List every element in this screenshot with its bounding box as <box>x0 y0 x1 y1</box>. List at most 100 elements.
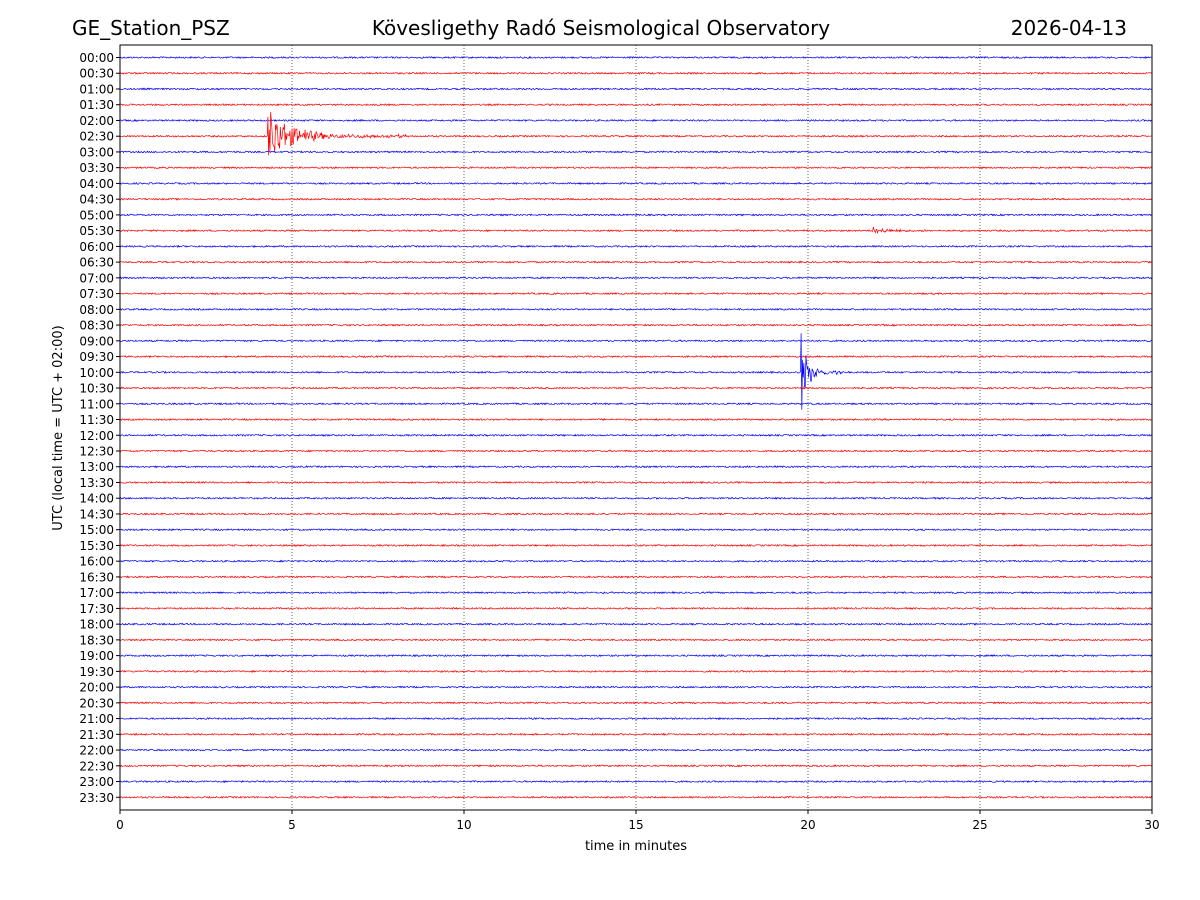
trace-0700 <box>119 276 1153 280</box>
trace-0730 <box>119 292 1153 296</box>
trace-1830 <box>119 638 1153 642</box>
trace-0800 <box>119 307 1153 311</box>
trace-0030 <box>119 71 1153 75</box>
x-axis-ticks: 0 5 10 15 20 25 30 <box>116 810 1160 832</box>
trace-2300 <box>119 779 1153 784</box>
trace-0130 <box>119 103 1153 107</box>
y-tick-label: 12:30 <box>79 445 114 459</box>
trace-0830 <box>119 323 1153 327</box>
y-tick-label: 13:00 <box>79 460 114 474</box>
y-tick-label: 04:30 <box>79 193 114 207</box>
trace-1430 <box>119 512 1153 516</box>
trace-1800 <box>119 622 1153 626</box>
trace-1700 <box>119 591 1153 595</box>
y-tick-label: 08:00 <box>79 303 114 317</box>
trace-0100 <box>119 87 1153 91</box>
trace-0430 <box>119 197 1153 201</box>
y-tick-label: 12:00 <box>79 429 114 443</box>
y-axis-label: UTC (local time = UTC + 02:00) <box>51 325 66 530</box>
trace-1200 <box>120 433 1153 437</box>
x-tick-label: 5 <box>288 818 296 832</box>
y-tick-label: 07:00 <box>79 271 114 285</box>
trace-0600 <box>119 244 1153 248</box>
y-tick-label: 20:30 <box>79 696 114 710</box>
trace-2030 <box>119 701 1153 705</box>
trace-1300 <box>119 465 1153 469</box>
trace-0330 <box>119 166 1153 170</box>
y-tick-label: 01:00 <box>79 82 114 96</box>
trace-0530 <box>119 226 1153 235</box>
trace-0000 <box>119 55 1153 60</box>
date-title: 2026-04-13 <box>1011 16 1127 40</box>
trace-1030 <box>119 386 1153 390</box>
y-tick-label: 23:30 <box>79 791 114 805</box>
y-tick-label: 17:00 <box>79 586 114 600</box>
y-tick-label: 00:00 <box>79 51 114 65</box>
y-tick-label: 22:00 <box>79 744 114 758</box>
trace-1930 <box>119 669 1153 673</box>
y-tick-label: 19:30 <box>79 665 114 679</box>
trace-1100 <box>119 402 1153 406</box>
seismic-traces <box>119 55 1153 799</box>
y-tick-label: 07:30 <box>79 287 114 301</box>
trace-1630 <box>119 575 1153 579</box>
trace-1230 <box>119 449 1153 453</box>
trace-2230 <box>119 764 1153 768</box>
trace-0200 <box>119 118 1153 123</box>
y-tick-label: 19:00 <box>79 649 114 663</box>
y-tick-label: 05:30 <box>79 224 114 238</box>
y-tick-label: 15:00 <box>79 523 114 537</box>
trace-1000 <box>119 333 1153 410</box>
y-tick-label: 05:00 <box>79 208 114 222</box>
y-tick-label: 11:00 <box>79 397 114 411</box>
y-tick-label: 14:00 <box>79 492 114 506</box>
plot-frame <box>119 44 1153 811</box>
y-tick-label: 22:30 <box>79 759 114 773</box>
trace-0930 <box>119 354 1153 359</box>
observatory-title: Kövesligethy Radó Seismological Observat… <box>372 16 830 40</box>
trace-1530 <box>119 543 1153 548</box>
trace-2200 <box>119 748 1153 752</box>
trace-1730 <box>119 606 1153 611</box>
trace-0400 <box>119 181 1153 186</box>
station-title: GE_Station_PSZ <box>72 16 230 40</box>
trace-1130 <box>119 417 1153 422</box>
y-tick-label: 16:00 <box>79 555 114 569</box>
trace-2330 <box>119 795 1153 799</box>
y-tick-label: 18:30 <box>79 633 114 647</box>
y-tick-label: 10:30 <box>79 382 114 396</box>
y-tick-label: 15:30 <box>79 539 114 553</box>
x-tick-label: 20 <box>800 818 815 832</box>
trace-0230 <box>119 111 1153 156</box>
x-tick-label: 30 <box>1144 818 1159 832</box>
y-tick-label: 23:00 <box>79 775 114 789</box>
y-tick-label: 03:30 <box>79 161 114 175</box>
y-tick-label: 04:00 <box>79 177 114 191</box>
y-tick-label: 06:30 <box>79 256 114 270</box>
trace-0630 <box>119 260 1153 264</box>
trace-1330 <box>119 480 1153 485</box>
trace-2100 <box>119 716 1153 721</box>
y-tick-label: 13:30 <box>79 476 114 490</box>
y-tick-label: 21:30 <box>79 728 114 742</box>
y-tick-label: 03:00 <box>79 145 114 159</box>
y-tick-label: 09:00 <box>79 334 114 348</box>
x-tick-label: 15 <box>628 818 643 832</box>
y-tick-label: 09:30 <box>79 350 114 364</box>
y-tick-label: 21:00 <box>79 712 114 726</box>
y-tick-label: 00:30 <box>79 67 114 81</box>
y-tick-label: 08:30 <box>79 319 114 333</box>
trace-1500 <box>119 528 1153 532</box>
y-tick-label: 11:30 <box>79 413 114 427</box>
y-tick-label: 02:00 <box>79 114 114 128</box>
x-tick-label: 10 <box>456 818 471 832</box>
y-tick-label: 18:00 <box>79 618 114 632</box>
y-tick-label: 06:00 <box>79 240 114 254</box>
x-axis-label: time in minutes <box>585 839 687 854</box>
grid-lines <box>291 45 981 810</box>
y-tick-label: 20:00 <box>79 681 114 695</box>
trace-1600 <box>119 559 1153 563</box>
trace-0300 <box>119 150 1153 154</box>
